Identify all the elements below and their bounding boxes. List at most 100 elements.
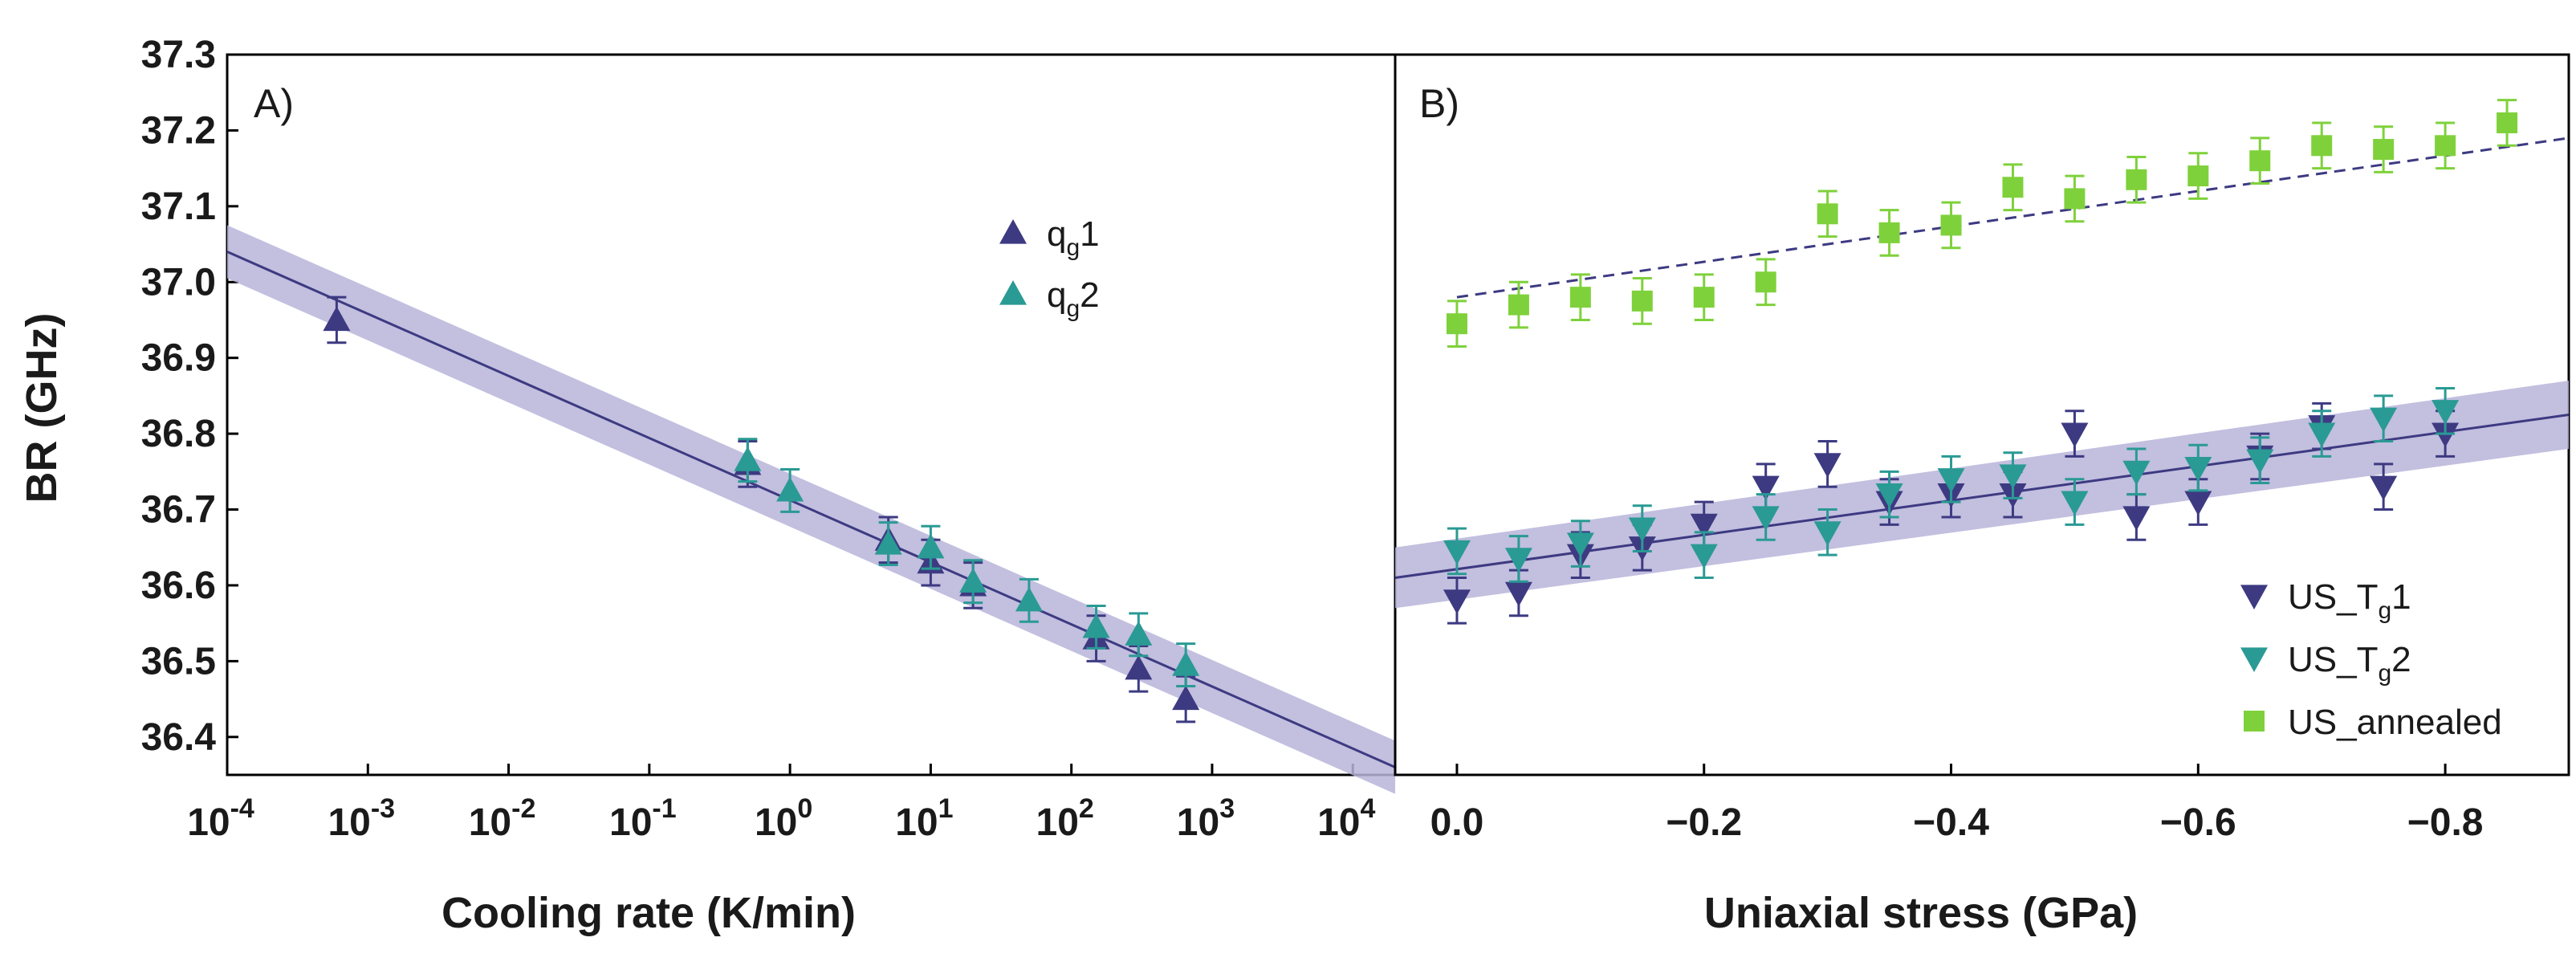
y-tick-label: 36.4 [141, 716, 217, 759]
data-point [2240, 647, 2268, 672]
data-point [1172, 651, 1200, 676]
y-tick-label: 36.7 [141, 489, 216, 532]
data-point [2187, 165, 2209, 187]
data-point [2497, 112, 2518, 133]
data-point [1937, 468, 1965, 493]
x-tick-label: 10-2 [469, 793, 536, 844]
dashed-fit-line-b [1456, 137, 2570, 299]
legend-entry: US_annealed [2288, 703, 2502, 742]
data-point [1752, 506, 1780, 531]
fit-line-b [1394, 414, 2570, 579]
x-axis-title-a: Cooling rate (K/min) [442, 889, 856, 937]
data-point [2311, 135, 2333, 157]
data-point [1875, 483, 1903, 508]
data-point [1690, 513, 1718, 539]
data-point [1999, 464, 2027, 490]
data-point [1508, 294, 1529, 316]
data-point [323, 306, 351, 332]
data-point [2184, 456, 2212, 482]
data-point [734, 446, 762, 471]
data-point [2061, 491, 2089, 516]
data-point [1569, 287, 1591, 308]
data-point [1631, 290, 1653, 312]
panel-label-a: A) [254, 81, 294, 126]
data-point [999, 280, 1027, 305]
x-tick-label: 10-3 [328, 793, 395, 844]
data-point [1940, 214, 1962, 236]
y-tick-label: 37.0 [141, 261, 216, 304]
panel-b: US_Tg1 US_Tg2 US_annealed [1394, 53, 2570, 776]
y-tick-label: 36.9 [141, 337, 216, 380]
data-point [2126, 169, 2147, 190]
y-tick-label: 37.2 [141, 109, 216, 152]
data-point [2246, 449, 2274, 475]
data-point [1443, 589, 1471, 614]
data-point [2184, 491, 2212, 516]
y-tick-label: 36.6 [141, 565, 216, 607]
y-axis-title: BR (GHz) [18, 313, 66, 503]
data-point [999, 219, 1027, 244]
data-point [2432, 422, 2460, 448]
x-tick-label: −0.6 [2160, 801, 2236, 844]
y-tick-label: 37.1 [141, 185, 216, 228]
data-point [2122, 506, 2151, 531]
x-tick-label: 102 [1036, 793, 1094, 844]
legend-entry: US_Tg1 [2288, 577, 2411, 624]
data-point [1504, 581, 1532, 607]
x-tick-label: 100 [755, 793, 812, 844]
data-point [1690, 544, 1718, 569]
data-point [776, 476, 804, 502]
data-point [1015, 586, 1043, 612]
data-point [1566, 532, 1594, 558]
x-tick-label: 10-4 [187, 793, 254, 844]
x-tick-label: −0.8 [2407, 801, 2484, 844]
data-point [1693, 287, 1715, 308]
x-tick-label: 101 [895, 793, 953, 844]
data-point [2308, 422, 2336, 448]
x-tick-label: −0.2 [1666, 801, 1742, 844]
data-point [874, 530, 902, 555]
data-point [1125, 654, 1153, 680]
x-tick-label: 104 [1317, 793, 1375, 844]
data-point [1628, 517, 1656, 543]
data-point [2240, 585, 2268, 609]
data-point [2064, 188, 2086, 210]
data-point [2435, 135, 2456, 157]
fit-line-a [226, 251, 1396, 768]
legend-entry: US_Tg2 [2288, 640, 2411, 687]
data-point [2249, 150, 2271, 172]
data-point [959, 568, 987, 593]
data-point [1172, 685, 1200, 711]
x-tick-label: −0.4 [1913, 801, 1989, 844]
data-point [2244, 711, 2265, 732]
panel-label-b: B) [1419, 81, 1459, 126]
x-tick-label: 10-1 [609, 793, 677, 844]
y-tick-label: 36.5 [141, 640, 216, 683]
data-point [1125, 621, 1153, 646]
data-point [1813, 453, 1841, 478]
data-point [917, 533, 945, 559]
data-point [1443, 540, 1471, 565]
y-tick-label: 36.8 [141, 413, 216, 455]
data-point [1446, 313, 1467, 335]
x-tick-label: 103 [1177, 793, 1235, 844]
y-tick-label: 37.3 [141, 34, 216, 76]
data-point [2373, 139, 2395, 161]
data-point [2370, 407, 2398, 433]
data-point [1878, 222, 1900, 243]
legend-entry: qg2 [1047, 275, 1100, 322]
x-tick-label: 0.0 [1430, 801, 1484, 844]
data-point [2370, 475, 2398, 501]
data-point [1082, 613, 1110, 638]
data-point [1813, 521, 1841, 546]
data-point [2432, 400, 2460, 425]
data-point [2122, 460, 2151, 486]
data-point [2061, 422, 2089, 448]
data-point [1504, 548, 1532, 573]
data-point [1752, 475, 1780, 501]
data-point [1755, 271, 1776, 293]
x-axis-title-b: Uniaxial stress (GPa) [1704, 889, 2138, 937]
confidence-band-b [1395, 381, 2569, 609]
